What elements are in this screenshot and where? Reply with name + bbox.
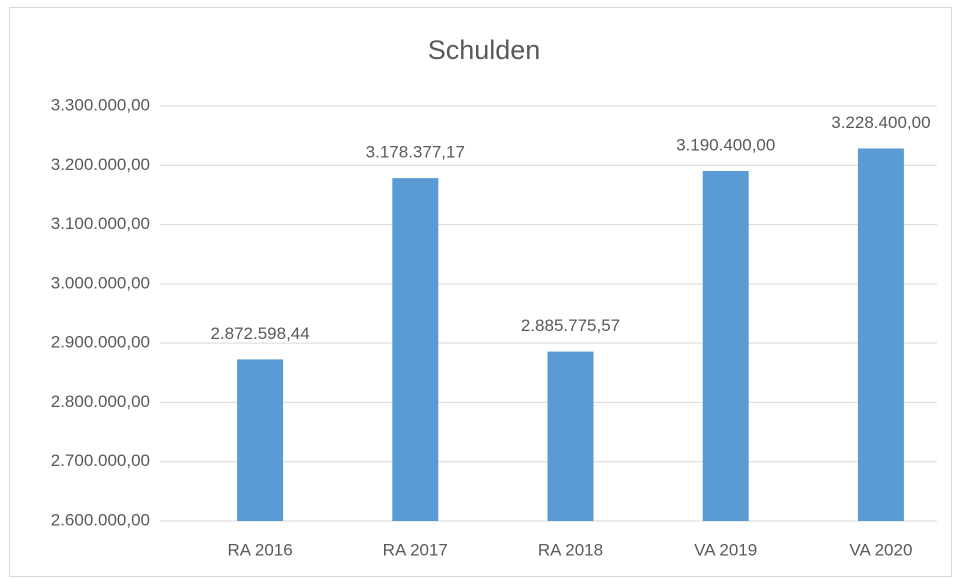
- bar: [392, 178, 439, 521]
- x-tick-label: RA 2016: [227, 540, 292, 559]
- y-tick-label: 3.200.000,00: [51, 155, 150, 174]
- data-label: 2.872.598,44: [210, 324, 309, 343]
- y-tick-label: 3.100.000,00: [51, 214, 150, 233]
- chart-title: Schulden: [428, 35, 541, 65]
- data-label: 2.885.775,57: [521, 316, 620, 335]
- y-tick-label: 2.700.000,00: [51, 451, 150, 470]
- y-tick-label: 3.000.000,00: [51, 273, 150, 292]
- bar: [547, 351, 594, 521]
- y-tick-label: 2.600.000,00: [51, 510, 150, 529]
- bar: [702, 170, 749, 521]
- data-label: 3.228.400,00: [831, 113, 930, 132]
- y-tick-label: 3.300.000,00: [51, 95, 150, 114]
- x-tick-label: VA 2019: [694, 540, 757, 559]
- x-tick-label: RA 2018: [538, 540, 603, 559]
- bar: [237, 359, 284, 521]
- x-tick-label: VA 2020: [849, 540, 912, 559]
- y-tick-label: 2.800.000,00: [51, 392, 150, 411]
- data-label: 3.190.400,00: [676, 135, 775, 154]
- bar: [857, 148, 904, 521]
- chart-border: [9, 7, 952, 577]
- data-label: 3.178.377,17: [366, 143, 465, 162]
- x-tick-label: RA 2017: [383, 540, 448, 559]
- y-tick-label: 2.900.000,00: [51, 333, 150, 352]
